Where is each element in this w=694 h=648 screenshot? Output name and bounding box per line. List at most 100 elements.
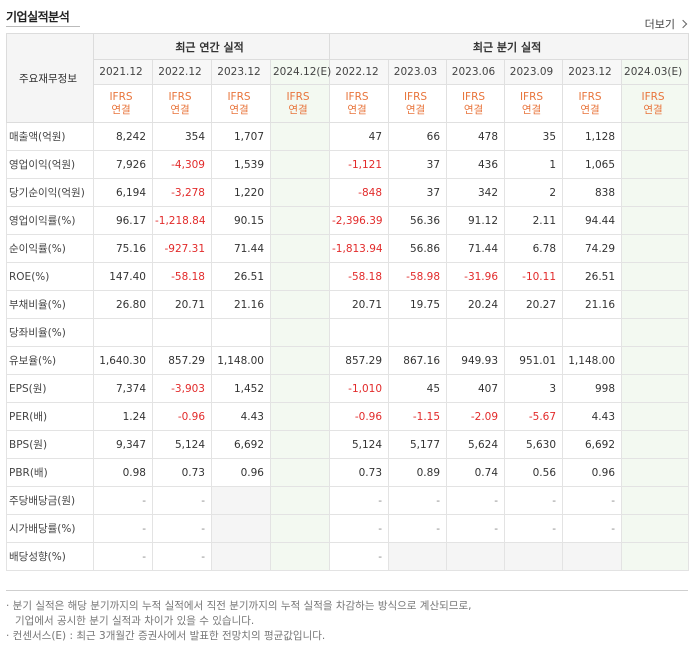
table-row: 부채비율(%) 26.80 20.71 21.16 20.71 19.75 20.24 20.… [6,290,690,319]
ifrs-label-line1: IFRS [227,90,251,103]
table-cell [269,178,331,207]
title-underline [6,26,80,27]
table-cell [269,514,331,543]
table-cell [562,318,623,347]
table-cell: 7,926 [93,150,153,179]
note-2: · 컨센서스(E) : 최근 3개월간 증권사에서 발표한 전망치의 평균값입니… [6,630,326,642]
table-cell: 5,124 [152,430,212,459]
table-row: 당기순이익(억원) 6,194 -3,278 1,220 -848 37 342 2 838 [6,178,690,207]
period-header: 2023.12 [211,59,271,85]
table-cell: 354 [152,122,212,151]
row-label: 부채비율(%) [6,290,94,319]
table-cell: 1,148.00 [211,346,271,375]
ifrs-label: IFRS 연결 [621,84,690,123]
table-cell [211,514,271,543]
table-cell [388,542,448,571]
table-cell: 2.11 [504,206,564,235]
ifrs-label: IFRS 연결 [388,84,448,123]
table-cell: -0.96 [329,402,390,431]
table-row: 주당배당금(원) - - - - - - - [6,486,690,515]
table-cell: 26.80 [93,290,153,319]
table-cell: 0.73 [152,458,212,487]
ifrs-label-line1: IFRS [286,90,310,103]
table-cell [269,486,331,515]
table-cell [269,234,331,263]
period-header: 2023.12 [562,59,623,85]
note-1-cont: 기업에서 공시한 분기 실적과 차이가 있을 수 있습니다. [15,615,255,627]
more-label[interactable]: 더보기 [644,18,675,31]
table-cell [446,542,506,571]
table-cell [621,458,690,487]
ifrs-label-line2: 연결 [643,103,663,116]
table-cell: 5,177 [388,430,448,459]
table-cell: - [329,486,390,515]
table-cell: 45 [388,374,448,403]
table-cell: 71.44 [446,234,506,263]
table-cell: 8,242 [93,122,153,151]
table-cell: 147.40 [93,262,153,291]
table-cell: 949.93 [446,346,506,375]
table-cell: 6,194 [93,178,153,207]
row-label: EPS(원) [6,374,94,403]
table-cell: 951.01 [504,346,564,375]
ifrs-label-line2: 연결 [463,103,484,116]
ifrs-label-line1: IFRS [403,90,428,103]
table-cell: 21.16 [211,290,271,319]
table-cell: -2.09 [446,402,506,431]
table-cell: - [388,514,448,543]
table-row: EPS(원) 7,374 -3,903 1,452 -1,010 45 407 3 998 [6,374,690,403]
table-cell [269,262,331,291]
table-cell: 90.15 [211,206,271,235]
table-cell: 1.24 [93,402,153,431]
table-cell: 56.36 [388,206,448,235]
table-cell: 478 [446,122,506,151]
row-label: PER(배) [6,402,94,431]
table-cell: 37 [388,150,448,179]
table-cell [269,150,331,179]
table-cell [621,262,690,291]
ifrs-label-line1: IFRS [641,90,665,103]
table-cell: - [562,514,623,543]
ifrs-label-line1: IFRS [519,90,544,103]
ifrs-label-line1: IFRS [578,90,602,103]
note-1: · 분기 실적은 해당 분기까지의 누적 실적에서 직전 분기까지의 누적 실적… [6,600,472,612]
table-cell: -58.98 [388,262,448,291]
table-cell [93,318,153,347]
table-cell: 857.29 [329,346,390,375]
table-cell [269,206,331,235]
table-row: ROE(%) 147.40 -58.18 26.51 -58.18 -58.98 -31.9… [6,262,690,291]
table-cell: 20.27 [504,290,564,319]
row-label: 당기순이익(억원) [6,178,94,207]
ifrs-label-line1: IFRS [461,90,486,103]
row-header: 주요재무정보 [6,33,94,123]
row-label: 당좌비율(%) [6,318,94,347]
table-cell [621,486,690,515]
table-cell: 0.56 [504,458,564,487]
table-cell: 75.16 [93,234,153,263]
table-row: 순이익률(%) 75.16 -927.31 71.44 -1,813.94 56.86 71… [6,234,690,263]
row-label: PBR(배) [6,458,94,487]
table-cell: - [446,486,506,515]
table-cell [269,402,331,431]
table-cell [621,346,690,375]
table-cell: 407 [446,374,506,403]
table-cell: -10.11 [504,262,564,291]
table-cell: 71.44 [211,234,271,263]
table-cell: -58.18 [329,262,390,291]
more-link[interactable]: 더보기 [644,16,688,32]
table-cell [269,346,331,375]
table-cell: 436 [446,150,506,179]
table-cell [211,486,271,515]
table-cell: 0.74 [446,458,506,487]
chevron-right-icon [678,19,688,29]
table-cell: 20.24 [446,290,506,319]
table-cell: -0.96 [152,402,212,431]
ifrs-label: IFRS 연결 [562,84,623,123]
table-cell: 4.43 [211,402,271,431]
table-cell [329,318,390,347]
table-cell: - [562,486,623,515]
ifrs-label: IFRS 연결 [329,84,390,123]
table-cell: - [504,514,564,543]
table-cell: 0.96 [562,458,623,487]
ifrs-label-line1: IFRS [345,90,369,103]
